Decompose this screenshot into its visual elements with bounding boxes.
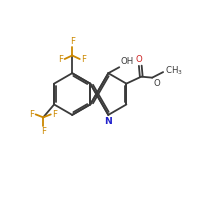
Text: F: F: [81, 55, 86, 64]
Text: F: F: [29, 110, 34, 119]
Text: OH: OH: [121, 57, 134, 66]
Text: F: F: [41, 127, 46, 136]
Text: CH$_3$: CH$_3$: [165, 65, 183, 77]
Text: F: F: [58, 55, 63, 64]
Text: O: O: [135, 55, 142, 64]
Text: F: F: [70, 37, 75, 46]
Text: F: F: [52, 110, 57, 119]
Text: N: N: [104, 117, 112, 126]
Text: O: O: [153, 79, 160, 88]
